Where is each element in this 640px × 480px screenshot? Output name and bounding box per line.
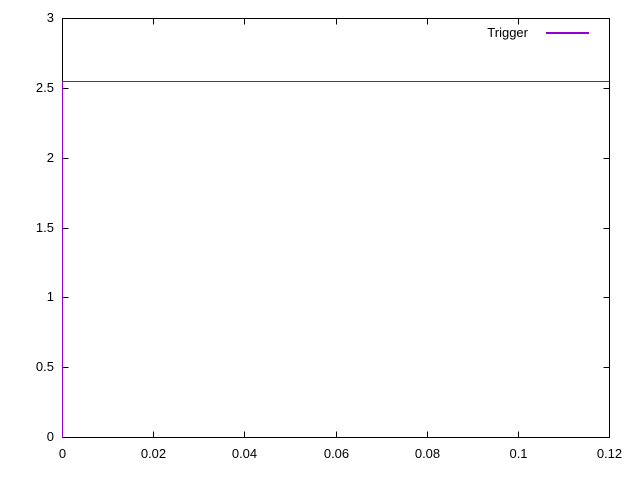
x-axis-tick-label: 0.1	[509, 446, 528, 461]
x-axis-tick-label: 0.12	[596, 446, 623, 461]
y-axis-tick-label: 2.5	[35, 80, 54, 95]
legend-series-label: Trigger	[487, 25, 528, 40]
x-axis-tick-label: 0.08	[414, 446, 441, 461]
x-axis-tick-label: 0.04	[231, 446, 258, 461]
x-axis-tick-label: 0	[58, 446, 67, 461]
y-axis-tick-label: 1.5	[35, 220, 54, 235]
y-axis-tick-label: 0.5	[35, 359, 54, 374]
x-axis-tick-label: 0.06	[323, 446, 350, 461]
y-axis-tick-label: 2	[46, 150, 54, 165]
legend-line-sample-icon	[546, 32, 589, 34]
y-axis-tick-label: 0	[46, 429, 54, 444]
y-axis-tick-label: 1	[46, 289, 54, 304]
legend: Trigger	[487, 26, 589, 40]
x-axis-tick-label: 0.02	[140, 446, 167, 461]
series-line-trigger	[62, 81, 610, 438]
y-axis-tick-label: 3	[46, 10, 54, 25]
